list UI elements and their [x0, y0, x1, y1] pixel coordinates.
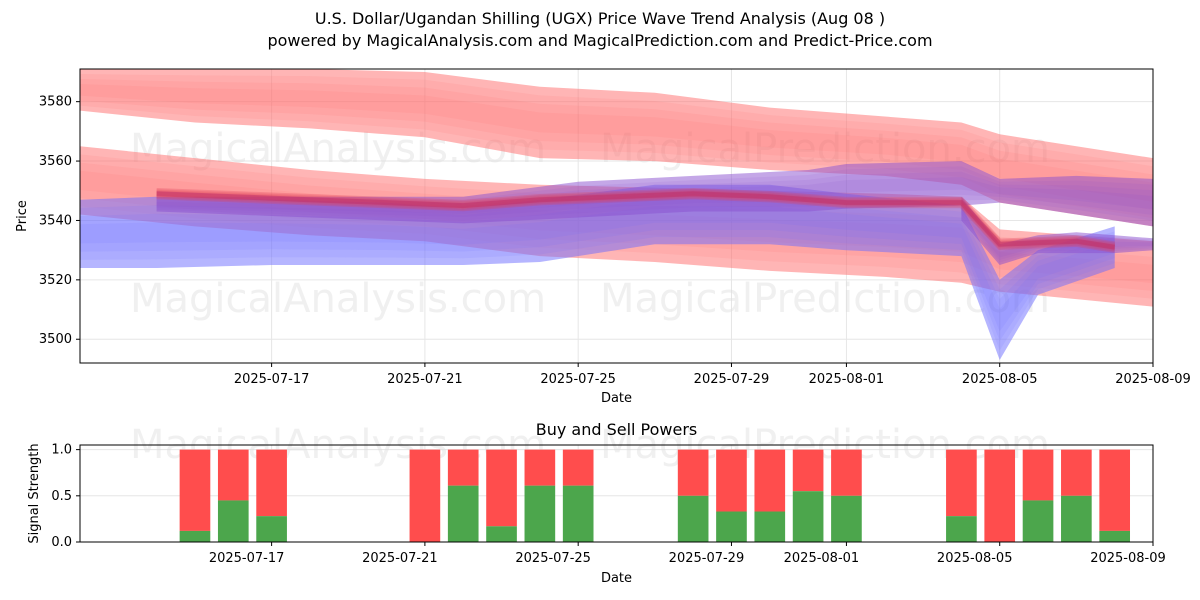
sell-bar: [1099, 449, 1131, 531]
buy-bar: [1099, 530, 1131, 542]
price-xtick-label: 2025-08-09: [1115, 372, 1191, 387]
price-ytick-label: 3540: [39, 213, 72, 228]
price-axes-frame: [79, 68, 1154, 364]
price-band-red: [80, 69, 1153, 227]
price-band-red: [80, 79, 1153, 210]
price-xtick-label: 2025-08-01: [809, 372, 885, 387]
price-ytick-label: 3580: [39, 95, 72, 110]
sell-bar: [677, 449, 709, 496]
price-xtick-label: 2025-07-29: [694, 372, 770, 387]
sell-bar: [754, 449, 786, 512]
sell-bar: [792, 449, 824, 492]
buy-bar: [179, 530, 211, 542]
price-band-blue: [80, 184, 1115, 360]
buy-bar: [447, 485, 479, 542]
sell-bar: [447, 449, 479, 486]
price-xtick-label: 2025-07-17: [234, 372, 310, 387]
watermark-text: MagicalAnalysis.com: [130, 276, 546, 322]
signal-ytick-label: 0.5: [51, 489, 72, 504]
signal-yaxis-label: Signal Strength: [27, 443, 42, 543]
buy-bar: [716, 511, 747, 542]
signal-xtick-label: 2025-08-01: [784, 551, 860, 566]
sell-bar: [1061, 449, 1092, 496]
buy-bar: [1022, 500, 1054, 542]
sell-bar: [217, 449, 249, 501]
buy-bar: [831, 495, 862, 542]
signal-xaxis-label: Date: [601, 571, 632, 586]
signal-xtick-label: 2025-07-17: [209, 551, 285, 566]
price-band-red: [80, 74, 1153, 219]
chart-title: U.S. Dollar/Ugandan Shilling (UGX) Price…: [314, 9, 886, 28]
sell-bar: [984, 449, 1016, 542]
buy-bar: [677, 495, 709, 542]
signal-xtick-label: 2025-07-21: [362, 551, 438, 566]
signal-ytick-label: 0.0: [51, 535, 72, 550]
signal-xtick-label: 2025-07-25: [515, 551, 591, 566]
signal-chart-title: Buy and Sell Powers: [536, 420, 698, 439]
price-band-blue: [80, 206, 1115, 332]
price-band-red: [80, 84, 1153, 202]
price-ytick-label: 3520: [39, 273, 72, 288]
sell-bar: [946, 449, 977, 517]
price-yaxis-label: Price: [15, 200, 30, 232]
price-series-group: [80, 69, 1153, 360]
sell-bar: [256, 449, 287, 517]
sell-bar: [486, 449, 517, 527]
price-band-blue: [80, 199, 1115, 341]
price-band-blue: [80, 191, 1115, 351]
buy-bar: [946, 516, 977, 542]
price-ytick-label: 3500: [39, 332, 72, 347]
price-xaxis-label: Date: [601, 391, 632, 406]
price-ytick-label: 3560: [39, 154, 72, 169]
sell-bar: [716, 449, 747, 512]
signal-xtick-label: 2025-08-05: [937, 551, 1013, 566]
buy-bar: [792, 491, 824, 542]
sell-bar: [409, 449, 441, 542]
signal-xtick-label: 2025-08-09: [1090, 551, 1166, 566]
sell-bar: [524, 449, 556, 486]
price-trend-line: [156, 191, 1116, 250]
buy-bar: [524, 485, 556, 542]
buy-bar: [486, 526, 517, 542]
signal-ytick-label: 1.0: [51, 443, 72, 458]
sell-bar: [831, 449, 862, 496]
sell-bar: [562, 449, 594, 486]
sell-bar: [179, 449, 211, 531]
buy-bar: [1061, 495, 1092, 542]
buy-bar: [754, 511, 786, 542]
price-xtick-label: 2025-08-05: [962, 372, 1038, 387]
chart-subtitle: powered by MagicalAnalysis.com and Magic…: [267, 31, 933, 50]
signal-xtick-label: 2025-07-29: [669, 551, 745, 566]
signal-axes-frame: [79, 444, 1154, 543]
price-xtick-label: 2025-07-25: [540, 372, 616, 387]
buy-bar: [256, 516, 287, 542]
price-xtick-label: 2025-07-21: [387, 372, 463, 387]
sell-bar: [1022, 449, 1054, 501]
buy-bar: [562, 485, 594, 542]
buy-bar: [217, 500, 249, 542]
